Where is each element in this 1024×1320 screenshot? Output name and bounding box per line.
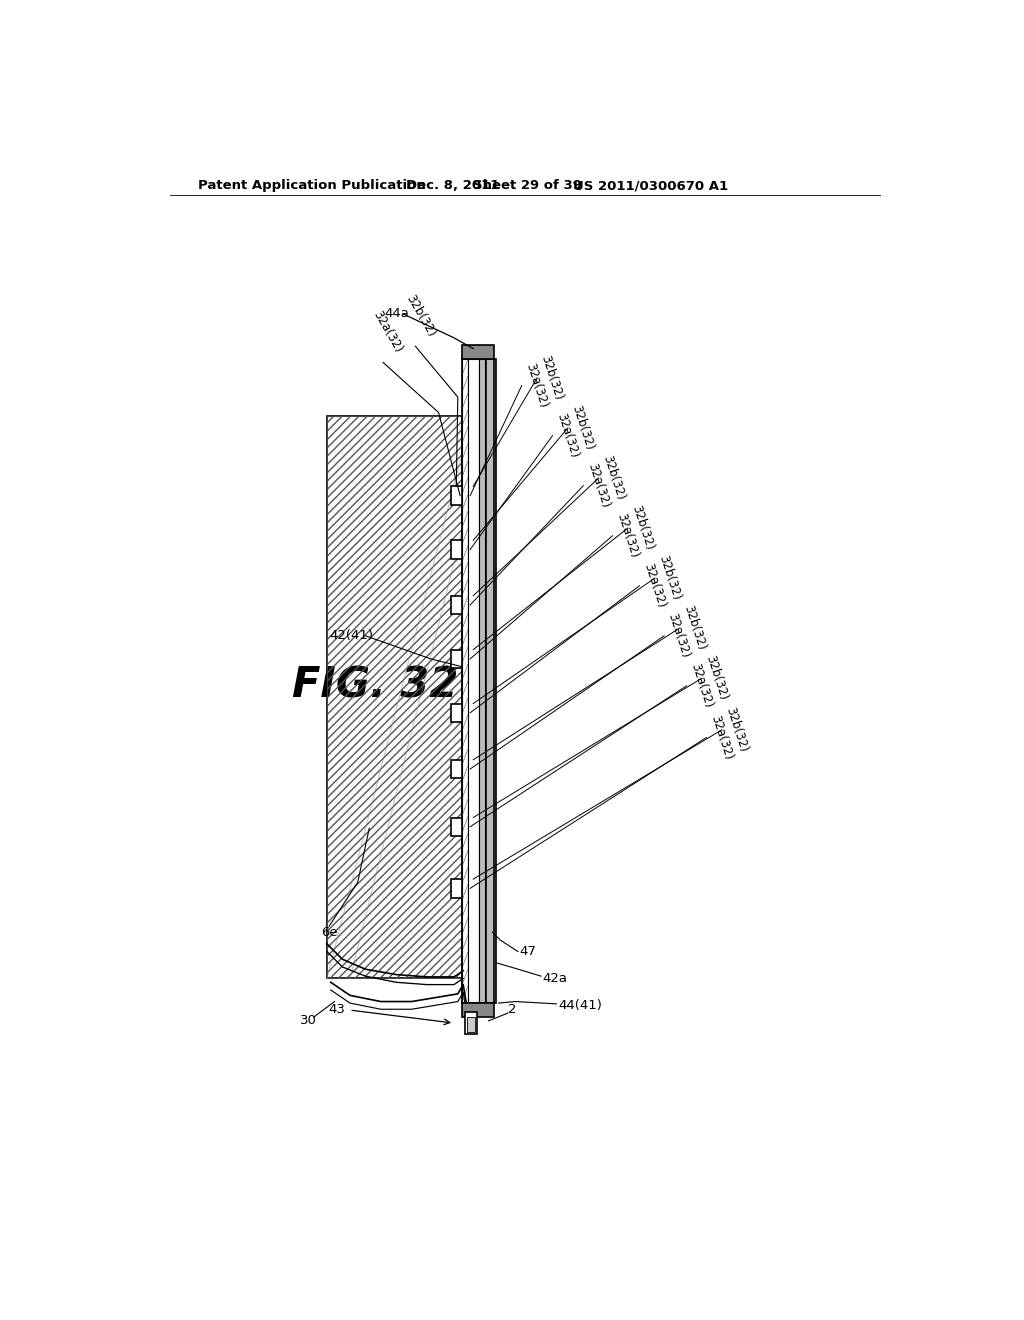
Bar: [465, 1012, 477, 1034]
Text: 32a(32): 32a(32): [585, 462, 611, 510]
Text: 32b(32): 32b(32): [724, 706, 751, 754]
Text: 32b(32): 32b(32): [569, 404, 596, 451]
Text: 44a: 44a: [385, 308, 410, 321]
Bar: [451, 487, 462, 506]
Bar: [451, 649, 462, 668]
Text: 32a(32): 32a(32): [371, 308, 406, 355]
Text: 44(41): 44(41): [558, 999, 602, 1012]
Bar: [462, 359, 468, 1003]
Text: 6e: 6e: [321, 925, 337, 939]
Text: 32b(32): 32b(32): [630, 504, 656, 552]
Text: 32a(32): 32a(32): [523, 362, 550, 409]
Text: 32b(32): 32b(32): [681, 605, 708, 652]
Text: 32a(32): 32a(32): [554, 412, 581, 459]
Bar: [468, 359, 478, 1003]
Text: 32b(32): 32b(32): [600, 454, 627, 502]
Text: 42(41): 42(41): [330, 630, 373, 643]
Bar: [451, 879, 462, 898]
Polygon shape: [327, 416, 462, 978]
Bar: [451, 540, 462, 558]
Text: 30: 30: [300, 1014, 316, 1027]
Text: 32a(32): 32a(32): [688, 661, 715, 710]
Text: 32b(32): 32b(32): [656, 554, 683, 602]
Text: Dec. 8, 2011: Dec. 8, 2011: [407, 180, 500, 193]
Text: US 2011/0300670 A1: US 2011/0300670 A1: [573, 180, 728, 193]
Bar: [451, 817, 462, 836]
Text: 43: 43: [329, 1003, 345, 1016]
Text: 2: 2: [508, 1003, 516, 1016]
Text: 32a(32): 32a(32): [641, 562, 668, 610]
Text: 32b(32): 32b(32): [539, 354, 565, 403]
Text: 32b(32): 32b(32): [403, 293, 438, 339]
Text: 32a(32): 32a(32): [614, 512, 641, 560]
Bar: [451, 704, 462, 722]
Text: Sheet 29 of 39: Sheet 29 of 39: [473, 180, 582, 193]
Text: Patent Application Publication: Patent Application Publication: [199, 180, 426, 193]
Bar: [486, 359, 496, 1003]
Text: 47: 47: [519, 945, 537, 958]
Text: 42a: 42a: [543, 972, 567, 985]
Bar: [451, 760, 462, 779]
Bar: [467, 1016, 475, 1032]
Bar: [478, 359, 484, 1003]
Text: FIG. 32: FIG. 32: [292, 665, 459, 706]
Bar: [462, 1003, 494, 1016]
Bar: [462, 359, 494, 1003]
Text: 32b(32): 32b(32): [703, 653, 730, 702]
Text: 32a(32): 32a(32): [666, 611, 692, 660]
Bar: [451, 595, 462, 614]
Text: 32a(32): 32a(32): [708, 713, 734, 762]
Bar: [462, 345, 494, 359]
